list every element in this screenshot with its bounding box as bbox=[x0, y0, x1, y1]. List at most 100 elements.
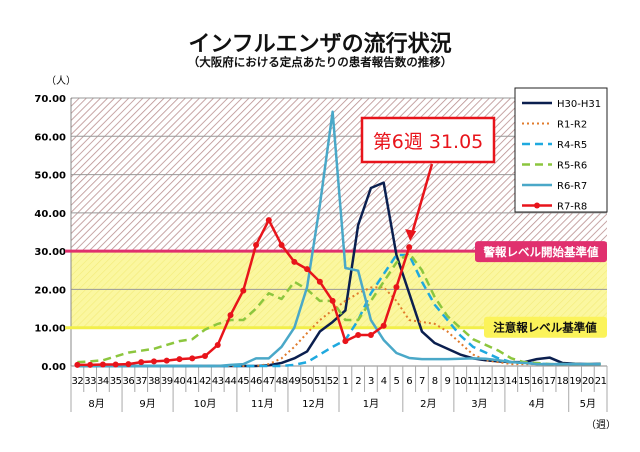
x-tick-label: 21 bbox=[595, 376, 607, 387]
x-tick-label: 17 bbox=[544, 376, 556, 387]
series-line-r4-r5 bbox=[77, 253, 601, 368]
x-tick-label: 40 bbox=[174, 376, 186, 387]
annotation-text: 第6週 31.05 bbox=[373, 131, 484, 153]
data-point-r7-r8 bbox=[304, 266, 311, 273]
y-tick-label: 30.00 bbox=[34, 247, 66, 258]
x-tick-label: 34 bbox=[97, 376, 109, 387]
x-tick-label: 2 bbox=[355, 376, 361, 387]
data-point-r7-r8 bbox=[74, 361, 81, 368]
series-line-r6-r7 bbox=[77, 110, 601, 368]
legend-label: R1-R2 bbox=[557, 120, 587, 131]
month-label: 8月 bbox=[88, 398, 104, 410]
data-point-r7-r8 bbox=[176, 356, 183, 363]
alarm-threshold-label: 警報レベル開始基準値 bbox=[475, 241, 607, 263]
x-tick-label: 12 bbox=[480, 376, 492, 387]
x-tick-label: 32 bbox=[72, 376, 84, 387]
series-line-r5-r6 bbox=[77, 251, 601, 366]
data-point-r7-r8 bbox=[87, 361, 94, 368]
x-tick-label: 4 bbox=[381, 376, 387, 387]
data-point-r7-r8 bbox=[367, 331, 374, 338]
data-point-r7-r8 bbox=[163, 357, 170, 364]
x-tick-label: 48 bbox=[276, 376, 288, 387]
x-tick-label: 41 bbox=[186, 376, 198, 387]
legend-label: R4-R5 bbox=[557, 140, 587, 151]
x-tick-label: 43 bbox=[212, 376, 224, 387]
y-tick-label: 0.00 bbox=[41, 362, 66, 373]
data-point-r7-r8 bbox=[240, 287, 247, 294]
x-tick-label: 9 bbox=[445, 376, 451, 387]
data-point-r7-r8 bbox=[202, 353, 208, 360]
x-tick-label: 20 bbox=[582, 376, 594, 387]
x-tick-label: 1 bbox=[342, 376, 348, 387]
data-point-r7-r8 bbox=[342, 338, 349, 345]
x-tick-label: 13 bbox=[493, 376, 505, 387]
y-tick-label: 50.00 bbox=[34, 171, 66, 182]
data-point-r7-r8 bbox=[278, 242, 285, 249]
month-label: 3月 bbox=[471, 398, 487, 410]
x-tick-label: 7 bbox=[419, 376, 425, 387]
alarm-label-box bbox=[475, 241, 607, 263]
data-point-r7-r8 bbox=[380, 322, 387, 329]
x-tick-label: 6 bbox=[406, 376, 412, 387]
y-tick-label: 40.00 bbox=[34, 209, 66, 220]
y-tick-label: 60.00 bbox=[34, 132, 66, 143]
x-tick-label: 52 bbox=[327, 376, 339, 387]
month-label: 12月 bbox=[302, 398, 325, 410]
y-tick-label: 10.00 bbox=[34, 324, 66, 335]
alarm-label-text: 警報レベル開始基準値 bbox=[483, 245, 599, 259]
data-point-r7-r8 bbox=[112, 361, 119, 368]
data-point-r7-r8 bbox=[329, 297, 336, 304]
data-point-r7-r8 bbox=[214, 341, 221, 348]
data-point-r7-r8 bbox=[99, 361, 106, 368]
x-tick-label: 16 bbox=[531, 376, 543, 387]
data-point-r7-r8 bbox=[393, 284, 400, 291]
data-point-r7-r8 bbox=[316, 278, 323, 285]
x-tick-label: 45 bbox=[237, 376, 249, 387]
x-tick-label: 8 bbox=[432, 376, 438, 387]
data-point-r7-r8 bbox=[150, 358, 157, 365]
x-axis-label: （週） bbox=[586, 419, 616, 431]
month-label: 2月 bbox=[420, 398, 436, 410]
data-point-r7-r8 bbox=[138, 359, 145, 366]
x-tick-label: 39 bbox=[161, 376, 173, 387]
data-point-r7-r8 bbox=[355, 331, 362, 338]
data-point-r7-r8 bbox=[291, 258, 298, 265]
annotation-box bbox=[360, 116, 496, 164]
x-tick-label: 49 bbox=[288, 376, 300, 387]
annotation-arrow bbox=[410, 163, 434, 234]
caution-label-text: 注意報レベル基準値 bbox=[493, 321, 597, 335]
x-tick-label: 35 bbox=[110, 376, 122, 387]
data-point-r7-r8 bbox=[253, 242, 260, 249]
x-tick-label: 10 bbox=[454, 376, 466, 387]
month-label: 11月 bbox=[251, 398, 274, 410]
x-tick-label: 14 bbox=[505, 376, 517, 387]
month-label: 1月 bbox=[363, 398, 379, 410]
y-tick-label: 20.00 bbox=[34, 285, 66, 296]
data-point-r7-r8 bbox=[227, 312, 234, 319]
annotation-arrowhead bbox=[405, 229, 417, 242]
x-tick-label: 46 bbox=[250, 376, 262, 387]
x-tick-label: 5 bbox=[393, 376, 399, 387]
month-label: 5月 bbox=[580, 398, 596, 410]
legend-label: H30-H31 bbox=[557, 99, 601, 110]
caution-threshold-label: 注意報レベル基準値 bbox=[484, 316, 607, 338]
legend-box bbox=[514, 87, 608, 213]
legend-label: R7-R8 bbox=[557, 202, 587, 213]
x-tick-label: 37 bbox=[135, 376, 147, 387]
x-tick-label: 38 bbox=[148, 376, 160, 387]
x-tick-label: 3 bbox=[368, 376, 374, 387]
chart-title: インフルエンザの流行状況 bbox=[188, 32, 452, 57]
x-tick-label: 50 bbox=[301, 376, 313, 387]
x-tick-label: 36 bbox=[123, 376, 135, 387]
x-tick-label: 18 bbox=[556, 376, 568, 387]
month-label: 10月 bbox=[194, 398, 217, 410]
x-tick-label: 51 bbox=[314, 376, 326, 387]
x-tick-label: 47 bbox=[263, 376, 275, 387]
y-axis-label: （人） bbox=[46, 75, 76, 87]
data-point-r7-r8 bbox=[125, 361, 132, 368]
x-tick-label: 33 bbox=[84, 376, 96, 387]
month-label: 4月 bbox=[529, 398, 545, 410]
chart-subtitle: （大阪府における定点あたりの患者報告数の推移） bbox=[187, 55, 453, 69]
